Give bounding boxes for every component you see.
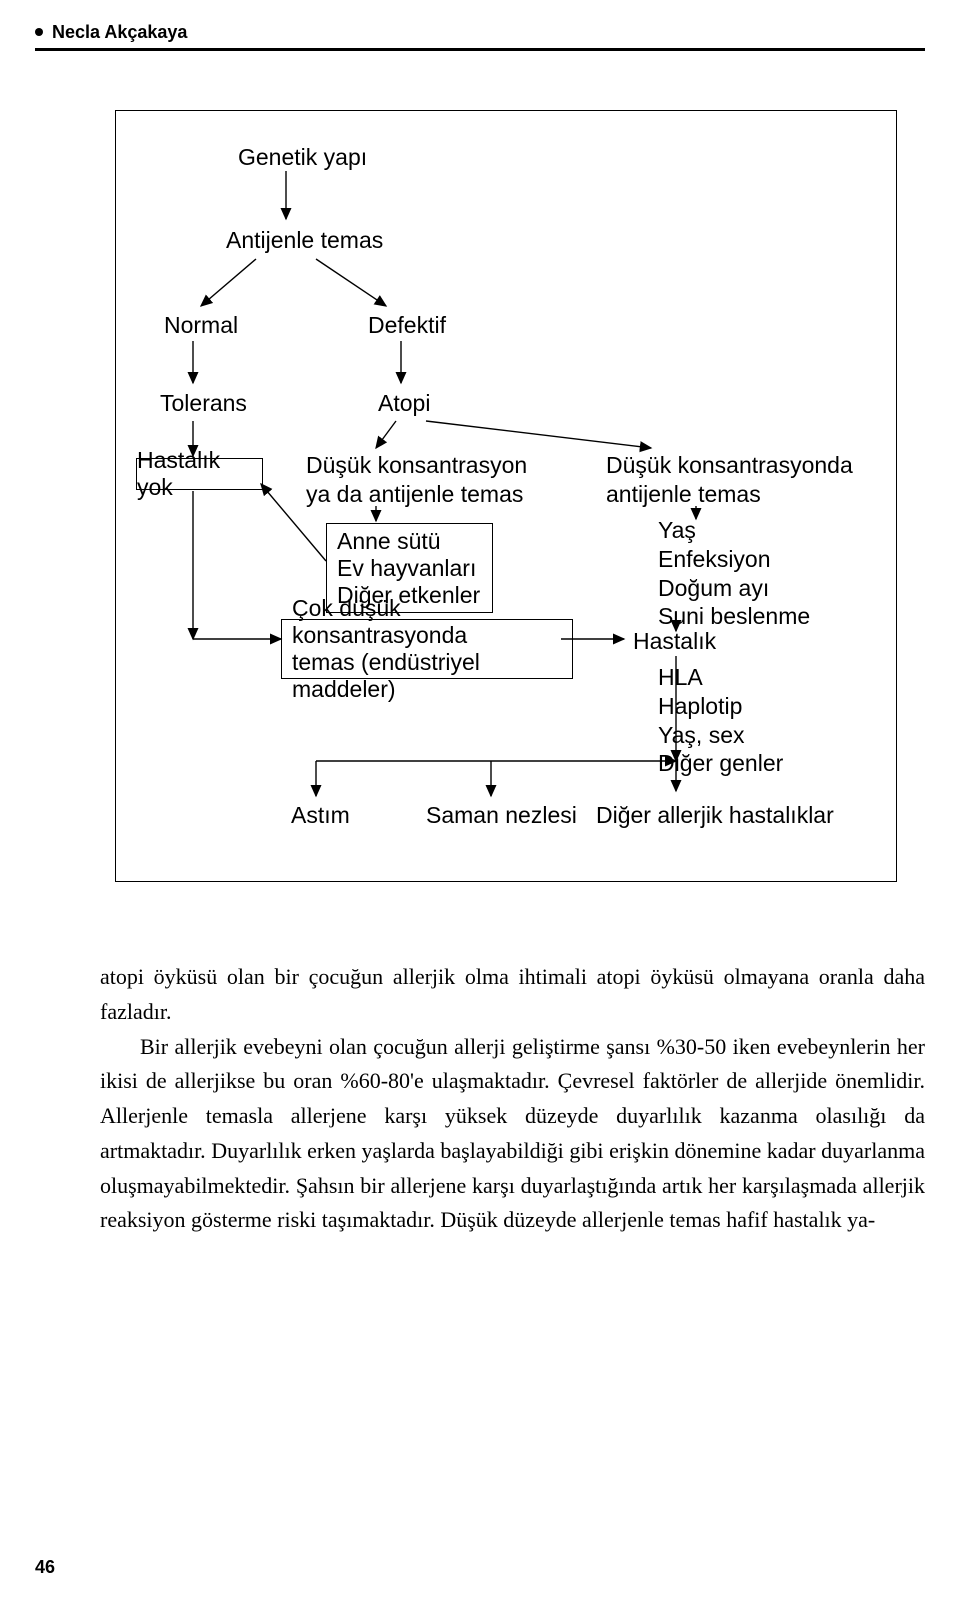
node-hastalik-yok: Hastalık yok (136, 458, 263, 490)
header-author: Necla Akçakaya (52, 22, 187, 43)
paragraph-1: atopi öyküsü olan bir çocuğun allerjik o… (100, 960, 925, 1030)
node-dusuk-antijenle: Düşük konsantrasyonda antijenle temas (606, 451, 853, 509)
header-rule (35, 48, 925, 51)
node-hla-group: HLA Haplotip Yaş, sex Diğer genler (658, 663, 783, 778)
node-hastalik-yok-label: Hastalık yok (137, 447, 262, 501)
node-atopi: Atopi (378, 389, 430, 418)
node-hastalik: Hastalık (633, 627, 716, 656)
paragraph-2: Bir allerjik evebeyni olan çocuğun aller… (100, 1030, 925, 1239)
page-number: 46 (35, 1557, 55, 1578)
node-dusuk-konsantrasyon: Düşük konsantrasyon ya da antijenle tema… (306, 451, 527, 509)
node-yas-group: Yaş Enfeksiyon Doğum ayı Suni beslenme (658, 516, 810, 631)
header-bullet-icon (35, 28, 43, 36)
page: Necla Akçakaya (0, 0, 960, 1604)
node-diger-allerjik: Diğer allerjik hastalıklar (596, 801, 834, 830)
flowchart-frame: Genetik yapı Antijenle temas Normal Defe… (115, 110, 897, 882)
node-cok-dusuk-box: Çok düşük konsantrasyonda temas (endüstr… (281, 619, 573, 679)
node-defektif: Defektif (368, 311, 446, 340)
node-genetik-yapi: Genetik yapı (238, 143, 367, 172)
body-text: atopi öyküsü olan bir çocuğun allerjik o… (100, 960, 925, 1238)
node-astim: Astım (291, 801, 350, 830)
node-saman-nezlesi: Saman nezlesi (426, 801, 577, 830)
node-normal: Normal (164, 311, 238, 340)
node-antijenle-temas: Antijenle temas (226, 226, 383, 255)
node-tolerans: Tolerans (160, 389, 247, 418)
node-cok-dusuk-label: Çok düşük konsantrasyonda temas (endüstr… (292, 595, 572, 703)
